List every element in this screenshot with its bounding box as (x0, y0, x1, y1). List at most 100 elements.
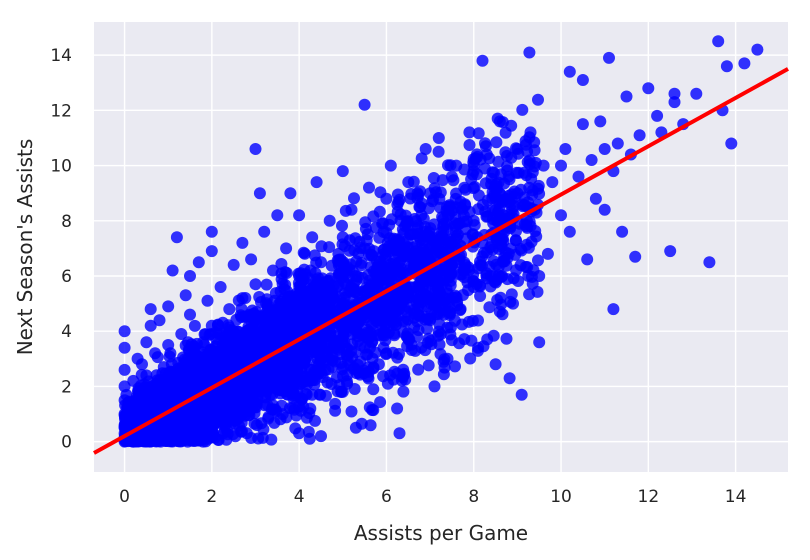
data-point (393, 348, 405, 360)
data-point (449, 192, 462, 205)
data-point (328, 292, 341, 305)
data-point (241, 337, 254, 350)
data-point (227, 336, 240, 349)
data-point (349, 232, 362, 245)
data-point (525, 270, 538, 283)
data-point (253, 291, 266, 303)
data-point (467, 214, 480, 227)
data-point (375, 318, 388, 331)
data-point (329, 404, 342, 417)
data-point (306, 231, 319, 244)
data-point (415, 274, 428, 287)
data-point (319, 363, 332, 376)
data-point (210, 332, 223, 345)
data-point (304, 264, 317, 277)
data-point (474, 290, 487, 302)
data-point (598, 203, 611, 216)
data-point (529, 225, 542, 237)
data-point (275, 384, 288, 397)
y-tick-label: 0 (61, 433, 72, 453)
data-point (252, 432, 265, 445)
data-point (317, 284, 330, 297)
data-point (393, 270, 406, 283)
data-point (476, 54, 489, 67)
data-point (520, 238, 533, 251)
data-point (253, 187, 266, 200)
data-point (437, 220, 450, 233)
data-point (406, 247, 419, 260)
data-point (315, 256, 327, 269)
data-point (223, 303, 236, 316)
data-point (496, 308, 509, 321)
data-point (280, 242, 293, 255)
data-point (421, 300, 434, 313)
x-axis-ticks: 0 2 4 6 8 10 12 14 (119, 487, 746, 507)
data-point (381, 236, 394, 249)
data-point (629, 250, 642, 263)
data-point (332, 247, 345, 260)
data-point (598, 143, 611, 155)
data-point (353, 327, 365, 340)
data-point (472, 341, 485, 354)
data-point (546, 176, 559, 189)
data-point (345, 203, 358, 216)
data-point (387, 257, 400, 270)
data-point (275, 258, 288, 270)
data-point (563, 225, 576, 238)
data-point (384, 159, 397, 172)
data-point (449, 225, 462, 238)
data-point (516, 103, 529, 116)
data-point (490, 210, 503, 222)
data-point (346, 338, 359, 351)
x-tick-label: 14 (725, 487, 747, 507)
data-point (127, 374, 140, 387)
data-point (205, 245, 218, 258)
data-point (245, 253, 258, 266)
data-point (594, 115, 607, 128)
data-point (367, 383, 380, 396)
data-point (349, 421, 362, 434)
data-point (642, 82, 655, 95)
data-point (248, 417, 261, 430)
data-point (249, 143, 262, 155)
data-point (188, 355, 201, 368)
data-point (502, 170, 515, 183)
data-point (511, 143, 524, 155)
data-point (205, 225, 218, 238)
y-axis-label: Next Season's Assists (13, 139, 37, 356)
data-point (363, 401, 376, 414)
data-point (118, 394, 131, 407)
data-point (445, 170, 458, 183)
data-point (144, 303, 157, 316)
data-point (472, 127, 485, 140)
data-point (459, 198, 471, 211)
data-point (192, 256, 205, 269)
data-point (247, 307, 260, 320)
data-point (402, 286, 415, 299)
data-point (738, 57, 751, 70)
data-point (341, 325, 354, 338)
data-point (424, 334, 437, 347)
data-point (490, 136, 503, 149)
data-point (371, 255, 383, 268)
data-point (493, 115, 506, 128)
data-point (479, 177, 492, 190)
data-point (432, 275, 445, 288)
data-point (275, 399, 288, 412)
x-tick-label: 8 (468, 487, 479, 507)
data-point (242, 404, 255, 417)
data-point (136, 358, 148, 371)
regression-line-layer (93, 67, 789, 455)
data-point (306, 388, 319, 401)
data-point (348, 286, 361, 298)
data-point (293, 427, 306, 440)
data-point (428, 380, 441, 393)
data-point (258, 314, 271, 327)
data-point (537, 159, 550, 172)
data-point (489, 192, 502, 205)
data-point (501, 149, 513, 162)
data-point (412, 363, 425, 376)
data-point (463, 139, 476, 151)
data-point (442, 235, 455, 248)
